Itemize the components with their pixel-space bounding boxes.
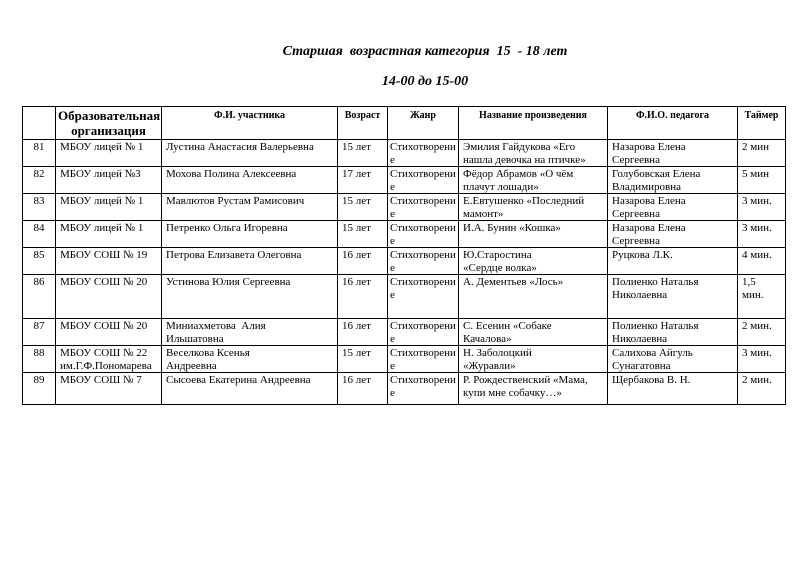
- table-row: 83 МБОУ лицей № 1 Мавлютов Рустам Рамисови…: [22, 193, 786, 221]
- cell-work: Р. Рождественский «Мама, купи мне собачк…: [458, 372, 608, 405]
- cell-org: МБОУ лицей № 1: [55, 139, 162, 167]
- cell-org: МБОУ лицей № 1: [55, 193, 162, 221]
- cell-genre: Стихотворение: [387, 139, 459, 167]
- table-row: 87 МБОУ СОШ № 20 Миниахметова Алия Ильшато…: [22, 318, 786, 346]
- cell-age: 15 лет: [337, 220, 388, 248]
- cell-age: 15 лет: [337, 193, 388, 221]
- cell-num: 83: [22, 193, 56, 221]
- cell-timer: 2 мин: [737, 139, 786, 167]
- cell-age: 17 лет: [337, 166, 388, 194]
- cell-org: МБОУ СОШ № 22 им.Г.Ф.Пономарева: [55, 345, 162, 373]
- cell-genre: Стихотворение: [387, 193, 459, 221]
- cell-teacher: Назарова Елена Сергеевна: [607, 193, 738, 221]
- cell-participant: Мохова Полина Алексеевна: [161, 166, 338, 194]
- cell-teacher: Назарова Елена Сергеевна: [607, 139, 738, 167]
- cell-work: А. Дементьев «Лось»: [458, 274, 608, 319]
- table-row: 85 МБОУ СОШ № 19 Петрова Елизавета Олеговн…: [22, 247, 786, 275]
- cell-org: МБОУ СОШ № 7: [55, 372, 162, 405]
- cell-work: Эмилия Гайдукова «Его нашла девочка на п…: [458, 139, 608, 167]
- cell-timer: 2 мин.: [737, 318, 786, 346]
- cell-org: МБОУ лицей №3: [55, 166, 162, 194]
- cell-org: МБОУ СОШ № 20: [55, 318, 162, 346]
- cell-work: Н. Заболоцкий «Журавли»: [458, 345, 608, 373]
- cell-num: 82: [22, 166, 56, 194]
- cell-genre: Стихотворение: [387, 345, 459, 373]
- col-header-timer: Таймер: [737, 106, 786, 140]
- cell-timer: 5 мин: [737, 166, 786, 194]
- table-header-row: Образовательная организация Ф.И. участни…: [22, 106, 786, 140]
- cell-genre: Стихотворение: [387, 247, 459, 275]
- cell-num: 86: [22, 274, 56, 319]
- results-table: Образовательная организация Ф.И. участни…: [22, 106, 786, 405]
- cell-timer: 3 мин.: [737, 220, 786, 248]
- cell-participant: Петренко Ольга Игоревна: [161, 220, 338, 248]
- cell-participant: Миниахметова Алия Ильшатовна: [161, 318, 338, 346]
- table-row: 89 МБОУ СОШ № 7 Сысоева Екатерина Андреевн…: [22, 372, 786, 405]
- cell-num: 85: [22, 247, 56, 275]
- cell-work: И.А. Бунин «Кошка»: [458, 220, 608, 248]
- cell-participant: Веселкова Ксенья Андреевна: [161, 345, 338, 373]
- table-row: 86 МБОУ СОШ № 20 Устинова Юлия Сергеевна 16…: [22, 274, 786, 319]
- col-header-org: Образовательная организация: [55, 106, 162, 140]
- table-row: 82 МБОУ лицей №3 Мохова Полина Алексеевна 1…: [22, 166, 786, 194]
- cell-teacher: Руцкова Л.К.: [607, 247, 738, 275]
- col-header-work: Название произведения: [458, 106, 608, 140]
- page-title: Старшая возрастная категория 15 - 18 лет: [282, 44, 568, 59]
- page-subtitle: 14-00 до 15-00: [381, 74, 469, 89]
- cell-timer: 2 мин.: [737, 372, 786, 405]
- cell-age: 16 лет: [337, 274, 388, 319]
- cell-participant: Мавлютов Рустам Рамисович: [161, 193, 338, 221]
- cell-timer: 4 мин.: [737, 247, 786, 275]
- cell-age: 15 лет: [337, 139, 388, 167]
- table-row: 84 МБОУ лицей № 1 Петренко Ольга Игоревна 1…: [22, 220, 786, 248]
- cell-org: МБОУ лицей № 1: [55, 220, 162, 248]
- col-header-genre: Жанр: [387, 106, 459, 140]
- cell-teacher: Голубовская Елена Владимировна: [607, 166, 738, 194]
- cell-num: 89: [22, 372, 56, 405]
- cell-age: 16 лет: [337, 247, 388, 275]
- cell-genre: Стихотворение: [387, 274, 459, 319]
- cell-work: Е.Евтушенко «Последний мамонт»: [458, 193, 608, 221]
- col-header-num: [22, 106, 56, 140]
- cell-work: С. Есенин «Собаке Качалова»: [458, 318, 608, 346]
- cell-age: 15 лет: [337, 345, 388, 373]
- cell-teacher: Назарова Елена Сергеевна: [607, 220, 738, 248]
- cell-timer: 3 мин.: [737, 345, 786, 373]
- cell-genre: Стихотворение: [387, 166, 459, 194]
- cell-teacher: Щербакова В. Н.: [607, 372, 738, 405]
- cell-org: МБОУ СОШ № 19: [55, 247, 162, 275]
- cell-num: 87: [22, 318, 56, 346]
- cell-participant: Сысоева Екатерина Андреевна: [161, 372, 338, 405]
- cell-participant: Лустина Анастасия Валерьевна: [161, 139, 338, 167]
- cell-participant: Устинова Юлия Сергеевна: [161, 274, 338, 319]
- cell-timer: 3 мин.: [737, 193, 786, 221]
- cell-work: Фёдор Абрамов «О чём плачут лошади»: [458, 166, 608, 194]
- cell-timer: 1,5 мин.: [737, 274, 786, 319]
- page-title-block: Старшая возрастная категория 15 - 18 лет…: [50, 29, 800, 104]
- cell-org: МБОУ СОШ № 20: [55, 274, 162, 319]
- cell-num: 84: [22, 220, 56, 248]
- cell-genre: Стихотворение: [387, 372, 459, 405]
- cell-teacher: Полиенко Наталья Николаевна: [607, 318, 738, 346]
- table-row: 81 МБОУ лицей № 1 Лустина Анастасия Валерь…: [22, 139, 786, 167]
- cell-work: Ю.Старостина «Сердце волка»: [458, 247, 608, 275]
- col-header-age: Возраст: [337, 106, 388, 140]
- col-header-participant: Ф.И. участника: [161, 106, 338, 140]
- col-header-teacher: Ф.И.О. педагога: [607, 106, 738, 140]
- results-table-body: 81 МБОУ лицей № 1 Лустина Анастасия Валерь…: [22, 139, 786, 405]
- cell-num: 81: [22, 139, 56, 167]
- cell-teacher: Полиенко Наталья Николаевна: [607, 274, 738, 319]
- cell-age: 16 лет: [337, 372, 388, 405]
- cell-participant: Петрова Елизавета Олеговна: [161, 247, 338, 275]
- cell-num: 88: [22, 345, 56, 373]
- cell-genre: Стихотворение: [387, 318, 459, 346]
- cell-teacher: Салихова Айгуль Сунагатовна: [607, 345, 738, 373]
- cell-genre: Стихотворение: [387, 220, 459, 248]
- cell-age: 16 лет: [337, 318, 388, 346]
- table-row: 88 МБОУ СОШ № 22 им.Г.Ф.Пономарева Веселко…: [22, 345, 786, 373]
